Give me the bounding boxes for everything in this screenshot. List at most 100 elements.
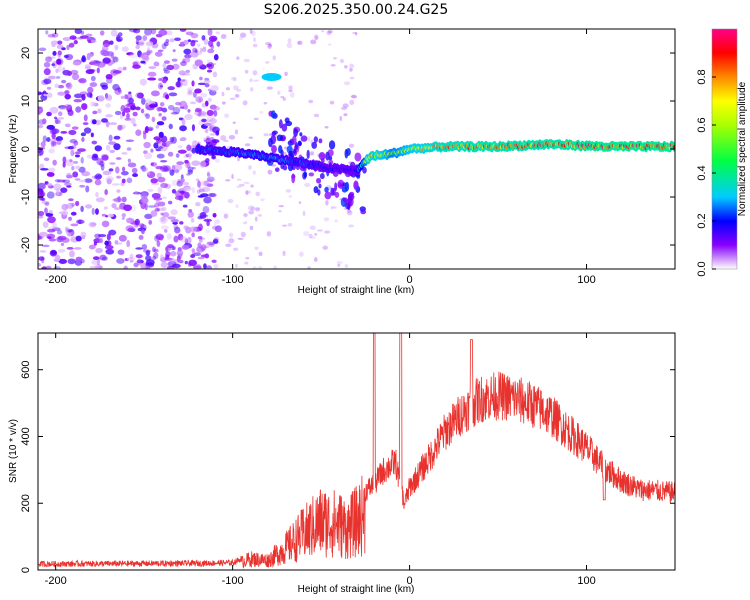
spectrogram-scatter-blob (346, 209, 353, 216)
spectrogram-noise-blob (101, 213, 107, 217)
spectrogram-noise-blob (115, 36, 123, 42)
spectrogram-noise-blob (204, 253, 210, 259)
spectrogram-noise-blob (109, 40, 114, 45)
spectrogram-noise-blob (57, 84, 65, 89)
spectrogram-noise-blob (62, 156, 67, 164)
spectrogram-noise-blob (179, 41, 185, 46)
spectrogram-noise-blob (73, 247, 82, 250)
spectrogram-noise-blob (138, 235, 144, 240)
spectrogram-scatter-blob (215, 31, 221, 35)
spectrogram-noise-blob (99, 30, 105, 36)
spectrogram-noise-blob (71, 126, 79, 130)
spectrogram-noise-blob (167, 86, 175, 91)
spectrogram-noise-blob (176, 249, 184, 257)
spectrogram-noise-blob (68, 129, 77, 136)
spectrogram-noise-blob (142, 54, 150, 63)
spectrogram-noise-blob (130, 105, 137, 111)
spectrogram-noise-blob (213, 238, 219, 244)
spectrogram-scatter-blob (250, 184, 254, 188)
spectrogram-noise-blob (203, 139, 213, 143)
spectrogram-scatter-blob (221, 91, 225, 97)
spectrogram-noise-blob (90, 132, 94, 138)
spectrogram-scatter-blob (249, 225, 254, 231)
spectrogram-noise-blob (135, 35, 142, 41)
spectrogram-noise-blob (184, 54, 192, 59)
spectrogram-descending-blob (285, 120, 293, 127)
spectrogram-scatter-blob (236, 56, 240, 60)
spectrogram-noise-blob (198, 238, 203, 243)
spectrogram-noise-blob (145, 259, 155, 266)
snr-x-ticks: -200 -100 0 100 (45, 333, 596, 587)
spectrogram-scatter-blob (349, 63, 355, 69)
spectrogram-noise-blob (156, 146, 164, 149)
spectrogram-scatter-blob (203, 245, 210, 249)
spectrogram-scatter-blob (251, 30, 256, 37)
spectrogram-noise-blob (94, 175, 98, 180)
spectrogram-noise-blob (183, 104, 189, 110)
spectrogram-noise-blob (174, 37, 181, 42)
spectrogram-noise-blob (55, 58, 64, 66)
spectrogram-scatter-blob (249, 78, 253, 83)
spectrogram-noise-blob (126, 52, 134, 56)
y-tick-label: 0 (20, 146, 32, 152)
snr-y-ticks: 0 200 400 600 (20, 361, 675, 573)
spectrogram-scatter-blob (344, 263, 349, 269)
spectrogram-noise-blob (114, 242, 123, 245)
spectrogram-noise-blob (88, 53, 94, 58)
spectrogram-descending-blob (278, 119, 283, 129)
spectrogram-noise-blob (202, 205, 210, 214)
spectrogram-noise-blob (115, 157, 122, 160)
spectrogram-noise-blob (87, 39, 92, 43)
spectrogram-noise-blob (56, 44, 64, 50)
spectrogram-noise-blob (94, 60, 102, 64)
spectrogram-noise-blob (83, 114, 88, 122)
spectrogram-noise-blob (187, 108, 191, 113)
spectrogram-noise-blob (151, 116, 156, 123)
spectrogram-noise-blob (43, 78, 52, 85)
spectrogram-noise-blob (110, 29, 118, 37)
spectrogram-scatter-blob (285, 189, 292, 193)
spectrogram-noise-blob (212, 212, 217, 218)
spectrogram-noise-blob (140, 97, 146, 105)
spectrogram-noise-blob (134, 190, 138, 195)
spectrogram-noise-blob (118, 234, 127, 242)
spectrogram-noise-blob (183, 39, 189, 45)
spectrogram-noise-blob (62, 179, 71, 184)
spectrogram-noise-blob (194, 88, 202, 94)
y-tick-label: 0 (20, 567, 32, 573)
spectrogram-scatter-blob (239, 36, 243, 41)
spectrogram-noise-blob (73, 98, 83, 103)
spectrogram-noise-blob (187, 236, 192, 244)
spectrogram-noise-blob (66, 229, 73, 233)
spectrogram-noise-blob (199, 160, 207, 168)
spectrogram-noise-blob (96, 258, 101, 266)
spectrogram-noise-blob (142, 35, 148, 41)
spectrogram-noise-blob (153, 203, 160, 208)
spectrogram-noise-blob (130, 117, 136, 124)
spectrogram-noise-blob (162, 212, 170, 218)
spectrogram-noise-blob (96, 174, 103, 179)
spectrogram-noise-blob (189, 226, 198, 233)
spectrogram-scatter-blob (243, 58, 250, 63)
spectrogram-noise-blob (72, 171, 79, 178)
spectrogram-scatter-blob (273, 265, 277, 269)
spectrogram-scatter-blob (348, 224, 355, 228)
spectrogram-descending-blob (294, 142, 299, 151)
spectrogram-scatter-blob (303, 231, 310, 237)
spectrogram-noise-blob (167, 104, 175, 111)
spectrogram-noise-blob (191, 147, 197, 154)
spectrogram-descending-blob (318, 151, 326, 161)
spectrogram-noise-blob (155, 200, 161, 205)
spectrogram-noise-blob (195, 201, 201, 207)
spectrogram-noise-blob (167, 151, 174, 157)
spectrogram-noise-blob (109, 149, 116, 153)
spectrogram-noise-blob (51, 128, 60, 135)
spectrogram-noise-blob (197, 195, 205, 198)
spectrogram-noise-blob (46, 111, 52, 117)
spectrogram-noise-blob (163, 228, 168, 233)
spectrogram-scatter-blob (243, 213, 248, 218)
spectrogram-noise-blob (70, 211, 77, 216)
spectrogram-scatter-blob (301, 170, 305, 173)
spectrogram-noise-blob (41, 200, 50, 204)
spectrogram-noise-blob (207, 193, 216, 197)
